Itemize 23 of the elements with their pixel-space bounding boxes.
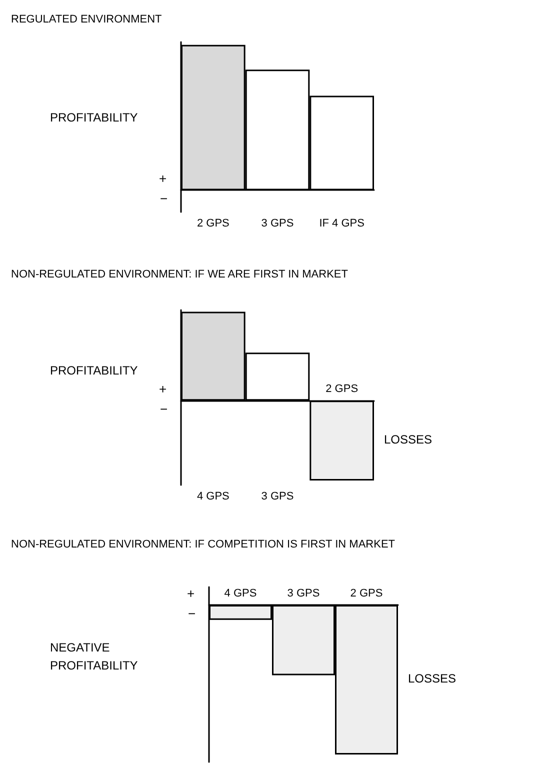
x-tick-label: 2 GPS [196, 218, 230, 230]
text: + [159, 382, 167, 397]
x-tick-label: 4 GPS [224, 587, 257, 600]
x-tick-label: 2 GPS [326, 383, 358, 396]
chart-title: NON-REGULATED ENVIRONMENT: IF WE ARE FIRST IN MARKET [11, 268, 348, 280]
text: + [159, 171, 167, 186]
y-axis-title: PROFITABILITY [50, 110, 138, 124]
text: − [160, 191, 168, 206]
x-tick-label: 2 GPS [350, 587, 383, 600]
x-tick-label: 3 GPS [261, 218, 294, 230]
y-axis-title: PROFITABILITY [50, 363, 138, 378]
text: + [187, 586, 195, 601]
text: LOSSES [408, 672, 456, 686]
chart-title: NON-REGULATED ENVIRONMENT: IF COMPETITION IS FIRST IN MARKET [11, 538, 396, 550]
x-tick-label: 3 GPS [261, 490, 294, 502]
y-axis-title: NEGATIVE PROFITABILITY [50, 640, 138, 672]
x-tick-label: 4 GPS [196, 490, 230, 502]
text: LOSSES [384, 432, 432, 447]
text: REGULATED ENVIRONMENT [11, 14, 162, 26]
x-tick-label: 3 GPS [287, 587, 320, 600]
x-tick-label: IF 4 GPS [319, 218, 364, 230]
text: − [160, 402, 168, 417]
text: − [188, 606, 196, 621]
